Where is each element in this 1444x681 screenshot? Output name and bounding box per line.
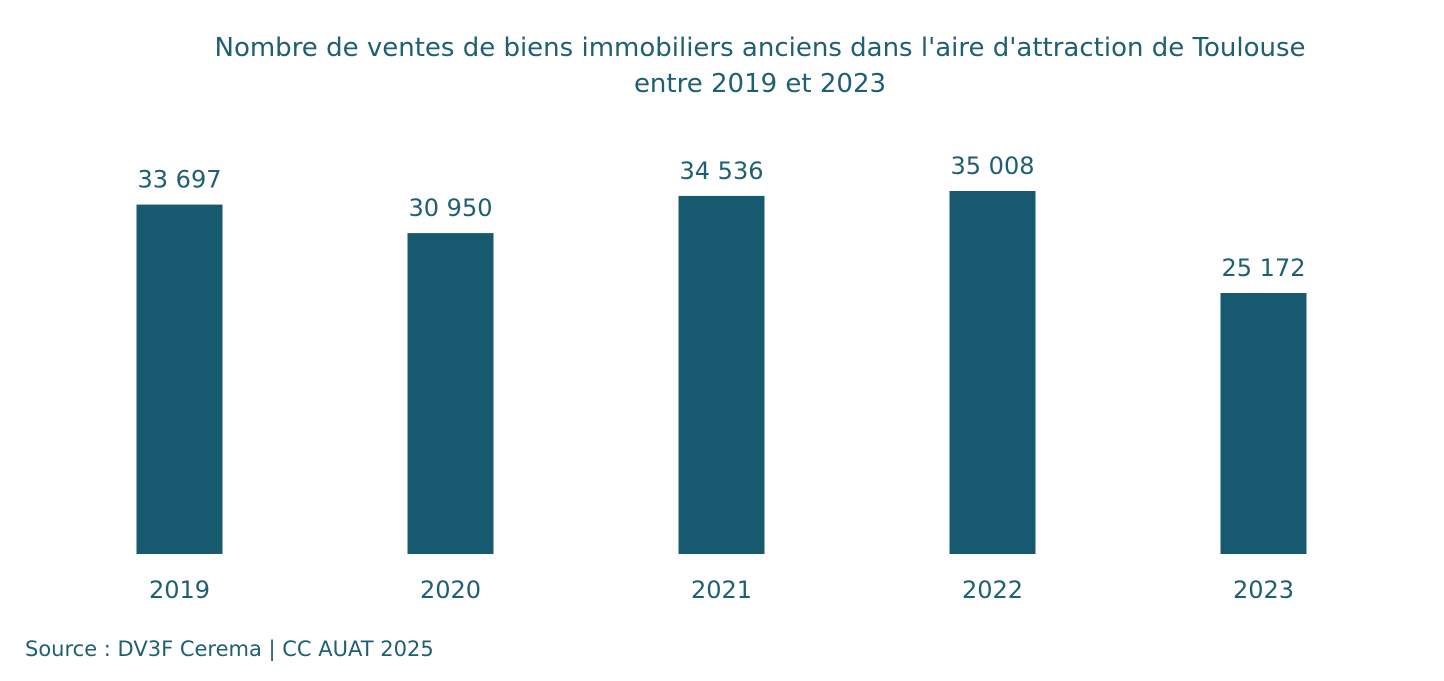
bar-2022 [949, 191, 1036, 554]
x-tick-label-2019: 2019 [149, 576, 210, 604]
x-tick-label-2021: 2021 [691, 576, 752, 604]
x-tick-label-2023: 2023 [1233, 576, 1294, 604]
chart-title-line-1: Nombre de ventes de biens immobiliers an… [214, 33, 1306, 63]
source-note: Source : DV3F Cerema | CC AUAT 2025 [25, 637, 434, 661]
x-tick-label-2020: 2020 [420, 576, 481, 604]
value-labels-group: 33 697 30 950 34 536 35 008 25 172 [138, 152, 1306, 282]
bars-group [136, 191, 1307, 554]
x-axis-tick-labels: 2019 2020 2021 2022 2023 [149, 576, 1294, 604]
value-label-2020: 30 950 [409, 194, 493, 222]
chart-title-line-2: entre 2019 et 2023 [633, 69, 887, 99]
bar-2019 [136, 204, 223, 554]
x-tick-label-2022: 2022 [962, 576, 1023, 604]
bar-2020 [407, 233, 494, 554]
bar-2021 [678, 195, 765, 554]
chart-title: Nombre de ventes de biens immobiliers an… [0, 30, 1444, 102]
value-label-2022: 35 008 [951, 152, 1035, 180]
value-label-2021: 34 536 [680, 157, 764, 185]
value-label-2023: 25 172 [1222, 254, 1306, 282]
value-label-2019: 33 697 [138, 166, 222, 194]
bar-2023 [1220, 293, 1307, 554]
